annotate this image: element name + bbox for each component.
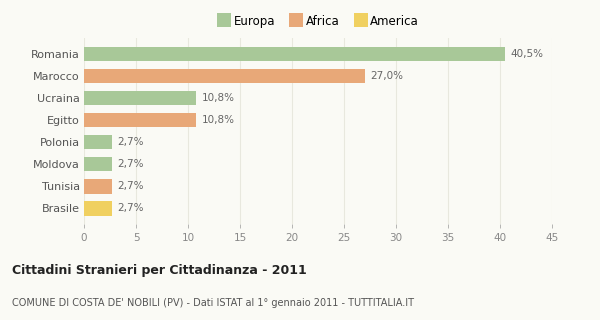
Text: 2,7%: 2,7% xyxy=(117,204,144,213)
Text: 2,7%: 2,7% xyxy=(117,159,144,169)
Text: Cittadini Stranieri per Cittadinanza - 2011: Cittadini Stranieri per Cittadinanza - 2… xyxy=(12,264,307,277)
Bar xyxy=(84,179,112,194)
Text: COMUNE DI COSTA DE' NOBILI (PV) - Dati ISTAT al 1° gennaio 2011 - TUTTITALIA.IT: COMUNE DI COSTA DE' NOBILI (PV) - Dati I… xyxy=(12,298,414,308)
Text: 27,0%: 27,0% xyxy=(370,71,403,81)
Bar xyxy=(84,113,196,127)
Text: 40,5%: 40,5% xyxy=(511,49,544,59)
Bar xyxy=(84,201,112,216)
Text: 10,8%: 10,8% xyxy=(202,93,235,103)
Bar xyxy=(84,91,196,105)
Bar xyxy=(84,47,505,61)
Bar xyxy=(84,135,112,149)
Bar xyxy=(84,69,365,83)
Legend: Europa, Africa, America: Europa, Africa, America xyxy=(212,11,424,33)
Bar xyxy=(84,157,112,172)
Text: 10,8%: 10,8% xyxy=(202,115,235,125)
Text: 2,7%: 2,7% xyxy=(117,181,144,191)
Text: 2,7%: 2,7% xyxy=(117,137,144,147)
